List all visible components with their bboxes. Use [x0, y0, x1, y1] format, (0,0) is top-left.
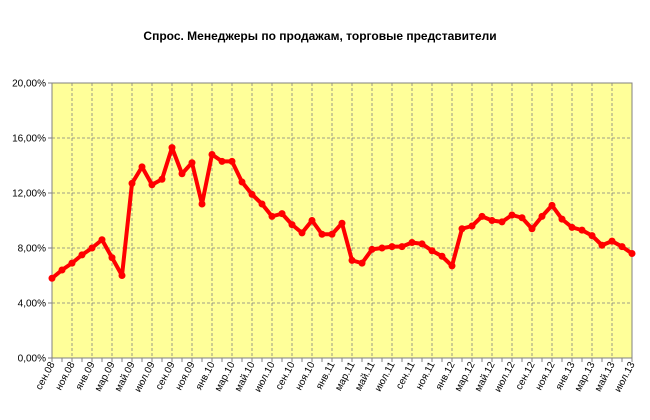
point [418, 240, 426, 248]
point [168, 144, 176, 152]
point [188, 159, 196, 167]
y-tick-label: 0,00% [18, 354, 46, 365]
point [628, 250, 636, 257]
point [428, 247, 436, 255]
point [88, 244, 96, 252]
point [228, 157, 236, 165]
point [568, 223, 576, 231]
point [298, 229, 306, 237]
y-tick-label: 16,00% [12, 134, 46, 145]
point [318, 230, 326, 238]
point [308, 217, 316, 224]
point [368, 245, 376, 253]
point [388, 243, 396, 251]
point [208, 151, 216, 158]
x-tick-label: ноя.10 [294, 360, 318, 392]
chart-title: Спрос. Менеджеры по продажам, торговые п… [143, 29, 496, 43]
point [78, 251, 86, 259]
point [608, 237, 616, 245]
point [498, 218, 506, 226]
point [598, 241, 606, 249]
y-tick-label: 8,00% [18, 244, 46, 255]
point [378, 244, 386, 252]
point [538, 212, 546, 220]
point [258, 200, 266, 208]
point [358, 259, 366, 267]
point [68, 259, 76, 267]
point [558, 215, 566, 223]
point [508, 211, 516, 219]
point [48, 274, 56, 282]
point [528, 225, 536, 233]
point [578, 226, 586, 234]
point [398, 243, 406, 251]
point [458, 225, 466, 233]
point [618, 243, 626, 251]
point [478, 212, 486, 220]
y-tick-label: 4,00% [18, 299, 46, 310]
point [138, 163, 146, 171]
point [438, 252, 446, 260]
y-tick-label: 12,00% [12, 189, 46, 200]
point [288, 221, 296, 229]
point [218, 157, 226, 165]
point [178, 170, 186, 178]
y-tick-label: 20,00% [12, 79, 46, 90]
point [488, 217, 496, 224]
point [268, 212, 276, 220]
point [548, 201, 556, 209]
point [518, 214, 526, 222]
point [158, 175, 166, 183]
point [278, 210, 286, 218]
point [448, 262, 456, 270]
point [238, 178, 246, 186]
point [108, 254, 116, 262]
point [328, 230, 336, 238]
point [408, 239, 416, 246]
point [98, 236, 106, 244]
point [338, 219, 346, 227]
point [128, 179, 136, 187]
point [348, 256, 356, 264]
point [468, 222, 476, 230]
point [248, 190, 256, 198]
point [118, 272, 126, 279]
point [588, 232, 596, 240]
point [198, 200, 206, 208]
point [58, 266, 66, 274]
point [148, 181, 156, 189]
